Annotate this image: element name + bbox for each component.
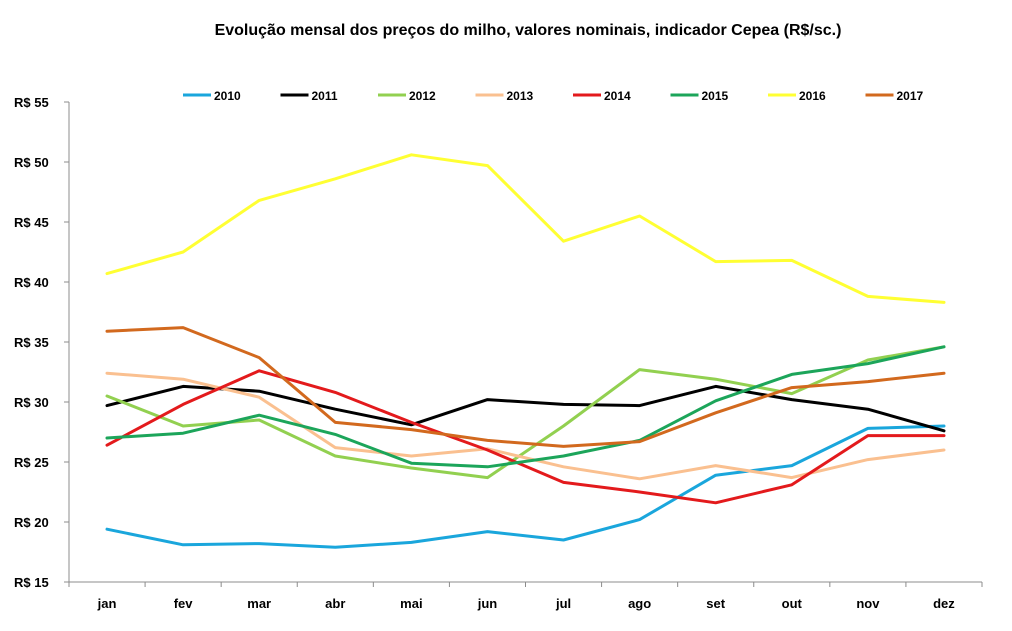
x-tick-label: fev [174,596,194,611]
x-tick-label: jun [477,596,498,611]
legend-item-2013: 2013 [475,89,534,103]
series-line-2011 [105,384,946,433]
y-tick-label: R$ 25 [14,455,49,470]
series-line-2010 [105,424,946,549]
x-tick-label: set [706,596,725,611]
x-tick-label: jan [97,596,117,611]
y-tick-label: R$ 50 [14,155,49,170]
x-tick-label: mar [247,596,271,611]
y-tick-label: R$ 20 [14,515,49,530]
x-tick-label: mai [400,596,422,611]
series-line-2015 [105,345,946,469]
y-tick-label: R$ 40 [14,275,49,290]
axes: R$ 15 R$ 20 R$ 25 R$ 30 R$ 35 R$ 40 R$ 45 R$ 50… [14,95,983,611]
legend-item-2016: 2016 [768,89,826,103]
x-tick-label: jul [555,596,571,611]
legend-label: 2015 [702,89,729,103]
legend-label: 2017 [897,89,924,103]
x-tick-label: dez [933,596,955,611]
y-tick-label: R$ 15 [14,575,49,590]
x-tick-label: ago [628,596,651,611]
legend-item-2011: 2011 [280,89,338,103]
legend-item-2017: 2017 [865,89,924,103]
series-line-2016 [105,153,946,304]
series-layer [105,153,946,549]
legend-label: 2012 [409,89,436,103]
legend-item-2015: 2015 [670,89,729,103]
x-tick-label: abr [325,596,345,611]
series-line-2014 [105,369,946,505]
legend-item-2010: 2010 [183,89,241,103]
series-line-2013 [105,371,946,481]
legend-label: 2011 [312,89,338,103]
legend-item-2012: 2012 [378,89,436,103]
legend-label: 2016 [799,89,826,103]
y-tick-label: R$ 35 [14,335,49,350]
legend-item-2014: 2014 [573,89,631,103]
x-tick-label: nov [856,596,880,611]
y-tick-label: R$ 45 [14,215,49,230]
legend: 2010 2011 2012 2013 2014 2015 2016 2017 [183,89,924,103]
legend-label: 2013 [507,89,534,103]
series-line-2017 [105,326,946,448]
chart-title: Evolução mensal dos preços do milho, val… [214,22,842,39]
y-tick-label: R$ 30 [14,395,49,410]
legend-label: 2010 [214,89,241,103]
y-tick-label: R$ 55 [14,95,49,110]
legend-label: 2014 [604,89,631,103]
x-tick-label: out [782,596,803,611]
